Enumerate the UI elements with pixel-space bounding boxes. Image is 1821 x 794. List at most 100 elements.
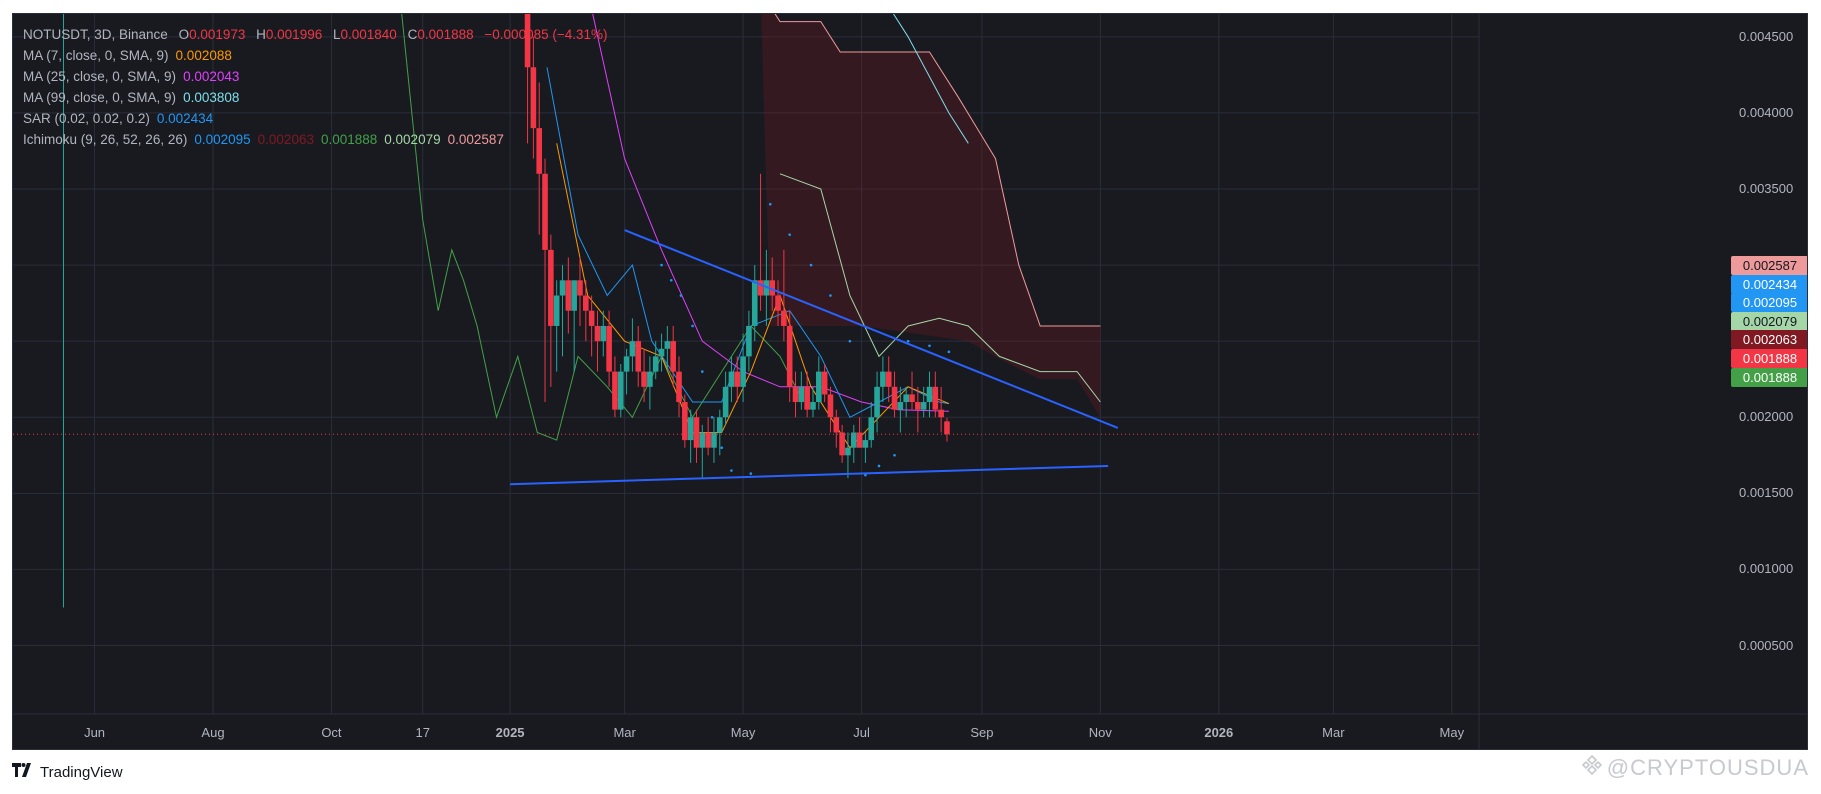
candle-body (944, 421, 950, 435)
close-label: C0.001888 (407, 27, 474, 42)
candle-body (705, 432, 711, 448)
candle-body (868, 417, 875, 441)
sar-dot (691, 324, 694, 328)
candle-body (716, 417, 723, 433)
sar-dot (893, 454, 896, 457)
candle-body (839, 432, 845, 456)
tradingview-logo-icon (12, 763, 34, 781)
sar-dot (720, 446, 724, 449)
candle-body (588, 310, 595, 326)
sar-dot (710, 415, 714, 419)
indicator-label: SAR (0.02, 0.02, 0.2) (23, 111, 150, 126)
price-tick-label: 0.001500 (1739, 485, 1794, 501)
candle-body (623, 356, 630, 372)
ma7-line (556, 143, 950, 449)
indicator-value: 0.002063 (257, 132, 314, 147)
time-tick-label: Aug (201, 725, 225, 740)
candle-body (792, 386, 799, 403)
indicator-label: MA (25, close, 0, SMA, 9) (23, 69, 177, 84)
indicator-value: 0.002095 (194, 132, 251, 147)
price-badge: 0.001888 (1731, 349, 1807, 368)
price-badge: 0.002079 (1731, 311, 1807, 331)
indicator-value: 0.003808 (183, 90, 240, 105)
candle-body (891, 386, 898, 410)
time-tick-label: Sep (970, 725, 994, 740)
ma25-line (592, 14, 949, 412)
sar-dot (809, 263, 813, 267)
ichimoku-lagging-span (401, 14, 804, 441)
candle-body (658, 348, 665, 357)
candle-body (781, 310, 787, 326)
candle-body (647, 371, 653, 387)
sar-dot (701, 370, 704, 373)
symbol-label[interactable]: NOTUSDT, 3D, Binance (23, 27, 168, 42)
time-tick-label: Mar (1322, 725, 1345, 740)
price-tick-label: 0.004000 (1739, 104, 1794, 120)
tradingview-branding[interactable]: TradingView (12, 761, 123, 783)
ichimoku-span-b (774, 14, 1101, 327)
open-label: O0.001973 (178, 27, 246, 42)
candle-body (553, 295, 560, 326)
sar-dot (877, 464, 881, 468)
price-badge: 0.002434 (1731, 274, 1807, 294)
candle-body (804, 386, 810, 410)
indicator-value: 0.002434 (156, 111, 214, 126)
indicator-label: MA (99, close, 0, SMA, 9) (23, 90, 177, 105)
ohlc-header: NOTUSDT, 3D, Binance O0.001973 H0.001996… (23, 24, 615, 45)
time-tick-label: Nov (1088, 725, 1112, 740)
sar-dot (947, 350, 951, 354)
candle-body (938, 409, 944, 418)
indicator-value: 0.002587 (447, 132, 504, 147)
time-tick-label: 17 (415, 725, 430, 740)
indicator-row[interactable]: MA (99, close, 0, SMA, 9) 0.003808 (23, 87, 615, 108)
indicator-value: 0.001888 (320, 132, 378, 147)
candle-body (810, 402, 816, 410)
candle-body (652, 356, 659, 372)
binance-logo-icon (1581, 754, 1603, 782)
candle-body (903, 394, 909, 403)
candle-body (798, 386, 805, 403)
indicator-value: 0.002043 (183, 69, 240, 84)
trendline (624, 229, 1119, 429)
candle-body (664, 341, 671, 349)
indicator-row[interactable]: SAR (0.02, 0.02, 0.2) 0.002434 (23, 108, 615, 129)
candle-body (833, 417, 840, 433)
candle-body (682, 402, 688, 441)
price-badge: 0.001888 (1731, 367, 1807, 387)
low-label: L0.001840 (332, 27, 397, 42)
watermark: @CRYPTOUSDUA (1581, 754, 1809, 782)
sar-dot (864, 473, 867, 477)
candle-body (816, 371, 822, 403)
indicator-row[interactable]: Ichimoku (9, 26, 52, 26, 26) 0.002095 0.00… (23, 129, 615, 150)
sar-dot (679, 294, 683, 297)
price-tick-label: 0.003500 (1739, 181, 1794, 196)
sar-dot (660, 263, 663, 267)
sar-dot (829, 294, 832, 297)
candle-body (734, 371, 741, 387)
price-badge: 0.002063 (1731, 330, 1807, 350)
candle-body (909, 394, 915, 403)
candle-body (577, 280, 583, 296)
trendline (510, 464, 1109, 486)
indicator-row[interactable]: MA (25, close, 0, SMA, 9) 0.002043 (23, 66, 615, 87)
price-tick-label: 0.000500 (1739, 637, 1794, 653)
candle-body (926, 386, 933, 403)
chart-area[interactable]: NOTUSDT, 3D, Binance O0.001973 H0.001996… (12, 13, 1808, 750)
time-tick-label: May (730, 725, 756, 740)
candle-body (583, 295, 589, 311)
time-tick-label: Oct (321, 725, 342, 740)
candle-body (920, 402, 927, 410)
candle-body (722, 386, 729, 418)
candle-body (880, 371, 886, 387)
sar-dot (749, 472, 753, 475)
sar-dot (906, 339, 910, 343)
candle-body (885, 371, 892, 387)
candle-body (845, 447, 851, 456)
indicator-row[interactable]: MA (7, close, 0, SMA, 9) 0.002088 (23, 45, 615, 66)
price-chart[interactable] (13, 14, 1808, 750)
candle-body (850, 432, 857, 448)
candle-body (594, 325, 601, 342)
time-tick-label: Jun (84, 725, 106, 740)
candle-body (542, 173, 548, 250)
sar-dot (730, 469, 733, 472)
